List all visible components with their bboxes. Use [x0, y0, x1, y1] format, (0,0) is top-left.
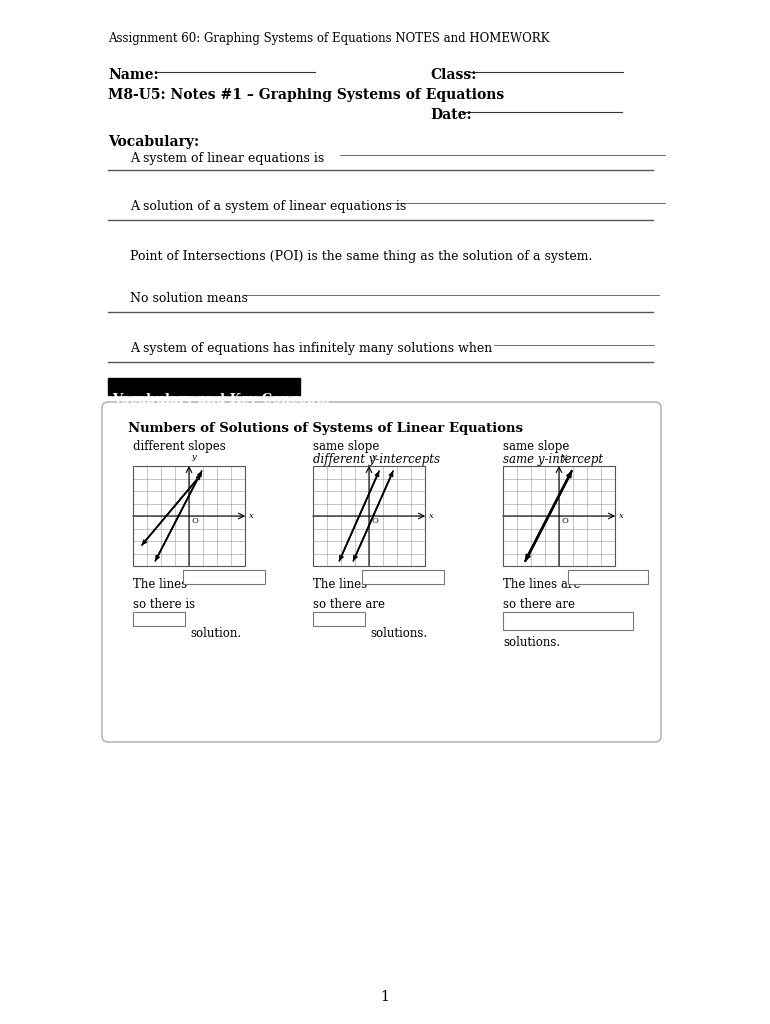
Bar — [108, 378, 300, 395]
Bar — [313, 466, 425, 566]
Text: solution.: solution. — [190, 627, 241, 640]
Text: so there are: so there are — [313, 598, 385, 611]
Text: different y-intercepts: different y-intercepts — [313, 453, 440, 466]
Text: A system of linear equations is: A system of linear equations is — [130, 152, 324, 165]
Text: A system of equations has infinitely many solutions when: A system of equations has infinitely man… — [130, 342, 492, 355]
Text: so there is: so there is — [133, 598, 195, 611]
Text: The lines: The lines — [133, 578, 187, 591]
Bar — [183, 570, 265, 584]
Text: O: O — [191, 517, 198, 525]
FancyBboxPatch shape — [102, 402, 661, 742]
Text: same slope: same slope — [313, 440, 380, 453]
Text: O: O — [561, 517, 568, 525]
Text: so there are: so there are — [503, 598, 575, 611]
Text: Point of Intersections (POI) is the same thing as the solution of a system.: Point of Intersections (POI) is the same… — [130, 250, 592, 263]
Bar — [503, 466, 615, 566]
Text: y: y — [371, 453, 376, 461]
Text: A solution of a system of linear equations is: A solution of a system of linear equatio… — [130, 200, 407, 213]
Text: Date:: Date: — [430, 108, 471, 122]
Text: Class:: Class: — [430, 68, 477, 82]
Text: different slopes: different slopes — [133, 440, 226, 453]
Text: No solution means: No solution means — [130, 292, 248, 305]
Text: x: x — [619, 512, 624, 520]
Text: x: x — [249, 512, 254, 520]
Text: The lines: The lines — [313, 578, 367, 591]
Bar — [133, 612, 185, 626]
Text: solutions.: solutions. — [370, 627, 427, 640]
Bar — [503, 612, 633, 630]
Text: solutions.: solutions. — [503, 636, 560, 649]
Text: same y-intercept: same y-intercept — [503, 453, 603, 466]
Text: Vocabulary:: Vocabulary: — [108, 135, 199, 150]
Text: y: y — [191, 453, 196, 461]
Text: x: x — [429, 512, 434, 520]
Bar — [313, 612, 365, 626]
Text: Vocabulary and Key Concepts: Vocabulary and Key Concepts — [112, 393, 330, 406]
Text: Assignment 60: Graphing Systems of Equations NOTES and HOMEWORK: Assignment 60: Graphing Systems of Equat… — [108, 32, 550, 45]
Bar — [362, 570, 444, 584]
Text: M8-U5: Notes #1 – Graphing Systems of Equations: M8-U5: Notes #1 – Graphing Systems of Eq… — [108, 88, 504, 102]
Text: Numbers of Solutions of Systems of Linear Equations: Numbers of Solutions of Systems of Linea… — [128, 422, 523, 435]
Text: 1: 1 — [380, 990, 390, 1004]
Text: O: O — [371, 517, 378, 525]
Text: same slope: same slope — [503, 440, 569, 453]
Text: The lines are: The lines are — [503, 578, 581, 591]
Bar — [568, 570, 648, 584]
Text: y: y — [561, 453, 566, 461]
Bar — [133, 466, 245, 566]
Text: Name:: Name: — [108, 68, 159, 82]
